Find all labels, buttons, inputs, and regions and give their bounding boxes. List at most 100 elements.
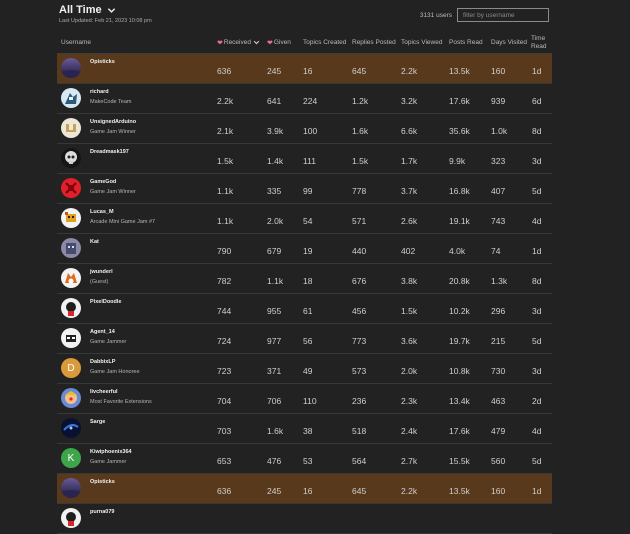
- stat-given: 641: [267, 96, 282, 106]
- col-username[interactable]: Username: [61, 39, 91, 46]
- stat-days-visited: 1.0k: [491, 126, 508, 136]
- avatar[interactable]: [61, 328, 81, 348]
- stat-given: 1.4k: [267, 156, 284, 166]
- stat-replies-posted: 518: [352, 426, 367, 436]
- avatar[interactable]: [61, 418, 81, 438]
- username-link[interactable]: Agent_14: [90, 329, 115, 335]
- stat-given: 955: [267, 306, 282, 316]
- stat-received: 703: [217, 426, 232, 436]
- stat-posts-read: 16.8k: [449, 186, 470, 196]
- stat-time-read: 8d: [532, 126, 542, 136]
- avatar[interactable]: [61, 508, 81, 528]
- avatar[interactable]: [61, 478, 81, 498]
- stat-topics-created: 38: [303, 426, 313, 436]
- user-title: Game Jammer: [90, 459, 127, 465]
- username-link[interactable]: UnsignedArduino: [90, 119, 137, 125]
- stat-time-read: 6d: [532, 96, 542, 106]
- stat-replies-posted: 1.6k: [352, 126, 369, 136]
- stat-replies-posted: 1.5k: [352, 156, 369, 166]
- avatar[interactable]: [61, 298, 81, 318]
- stat-topics-created: 99: [303, 186, 313, 196]
- stat-time-read: 4d: [532, 216, 542, 226]
- stat-given: 1.1k: [267, 276, 284, 286]
- period-label[interactable]: All Time: [59, 4, 102, 16]
- stat-replies-posted: 773: [352, 336, 367, 346]
- col-replies-posted[interactable]: Replies Posted: [352, 39, 396, 46]
- stat-received: 724: [217, 336, 232, 346]
- stat-given: 679: [267, 246, 282, 256]
- avatar[interactable]: [61, 58, 81, 78]
- avatar[interactable]: D: [61, 358, 81, 378]
- username-link[interactable]: Opisticks: [90, 59, 115, 65]
- stat-given: 706: [267, 396, 282, 406]
- username-filter-input[interactable]: [457, 8, 549, 22]
- stat-given: 2.0k: [267, 216, 284, 226]
- username-link[interactable]: Dreadmask197: [90, 149, 129, 155]
- stat-given: 371: [267, 366, 282, 376]
- avatar[interactable]: [61, 118, 81, 138]
- stat-posts-read: 20.8k: [449, 276, 470, 286]
- username-link[interactable]: Sarge: [90, 419, 106, 425]
- stat-received: 1.5k: [217, 156, 234, 166]
- stat-time-read: 5d: [532, 336, 542, 346]
- chevron-down-icon[interactable]: [107, 6, 116, 15]
- stat-days-visited: 1.3k: [491, 276, 508, 286]
- avatar[interactable]: [61, 268, 81, 288]
- username-link[interactable]: livcheerful: [90, 389, 118, 395]
- stat-posts-read: 9.9k: [449, 156, 466, 166]
- stat-topics-viewed: 2.4k: [401, 426, 418, 436]
- col-days-visited[interactable]: Days Visited: [491, 39, 528, 46]
- sort-desc-icon[interactable]: [253, 39, 260, 46]
- stat-replies-posted: 236: [352, 396, 367, 406]
- table-row: GameGod Game Jam Winner 1.1k 335 99 778 3.7k 16…: [57, 174, 552, 204]
- stat-given: 476: [267, 456, 282, 466]
- col-topics-viewed[interactable]: Topics Viewed: [401, 39, 443, 46]
- username-link[interactable]: richard: [90, 89, 109, 95]
- stat-time-read: 5d: [532, 456, 542, 466]
- stat-replies-posted: 456: [352, 306, 367, 316]
- stat-posts-read: 13.5k: [449, 66, 470, 76]
- username-link[interactable]: Opisticks: [90, 479, 115, 485]
- stat-topics-created: 18: [303, 276, 313, 286]
- username-link[interactable]: purna079: [90, 509, 115, 515]
- username-link[interactable]: GameGod: [90, 179, 117, 185]
- stat-time-read: 1d: [532, 486, 542, 496]
- stat-received: 704: [217, 396, 232, 406]
- avatar[interactable]: [61, 178, 81, 198]
- col-posts-read[interactable]: Posts Read: [449, 39, 483, 46]
- avatar[interactable]: [61, 88, 81, 108]
- stat-days-visited: 407: [491, 186, 506, 196]
- heart-icon: ❤: [267, 39, 273, 47]
- avatar[interactable]: [61, 388, 81, 408]
- avatar[interactable]: [61, 148, 81, 168]
- stat-replies-posted: 645: [352, 66, 367, 76]
- avatar[interactable]: K: [61, 448, 81, 468]
- username-link[interactable]: DabbixLP: [90, 359, 116, 365]
- col-time-read[interactable]: Time Read: [531, 34, 547, 50]
- avatar[interactable]: [61, 208, 81, 228]
- stat-replies-posted: 571: [352, 216, 367, 226]
- table-row: Opisticks 636 245 16 645 2.2k 13.5k 160 1d: [57, 54, 552, 84]
- stat-posts-read: 4.0k: [449, 246, 466, 256]
- stat-topics-created: 56: [303, 336, 313, 346]
- stat-posts-read: 13.4k: [449, 396, 470, 406]
- stat-received: 1.1k: [217, 186, 234, 196]
- stat-topics-created: 100: [303, 126, 318, 136]
- stat-time-read: 3d: [532, 306, 542, 316]
- period-dropdown[interactable]: All Time: [59, 4, 551, 16]
- stat-days-visited: 479: [491, 426, 506, 436]
- username-link[interactable]: Kiwiphoenix364: [90, 449, 132, 455]
- stat-days-visited: 323: [491, 156, 506, 166]
- username-link[interactable]: PixelDoodle: [90, 299, 122, 305]
- username-link[interactable]: Kat: [90, 239, 99, 245]
- username-link[interactable]: Lucas_M: [90, 209, 114, 215]
- user-title: Game Jam Honoree: [90, 369, 140, 375]
- stat-topics-created: 53: [303, 456, 313, 466]
- col-received[interactable]: ❤ Received: [217, 32, 260, 53]
- username-link[interactable]: jwunderl: [90, 269, 113, 275]
- stat-days-visited: 296: [491, 306, 506, 316]
- col-given[interactable]: ❤ Given: [267, 39, 291, 47]
- col-topics-created[interactable]: Topics Created: [303, 39, 347, 46]
- stat-received: 782: [217, 276, 232, 286]
- avatar[interactable]: [61, 238, 81, 258]
